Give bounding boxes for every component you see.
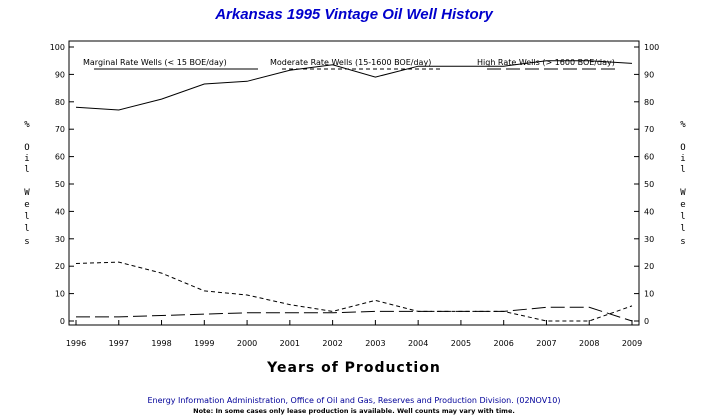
chart-title: Arkansas 1995 Vintage Oil Well History — [214, 6, 493, 23]
y-axis-label-char-right: l — [680, 165, 685, 175]
y-tick-label-left: 60 — [55, 153, 65, 162]
y-tick-label-left: 40 — [55, 207, 65, 216]
y-axis-label-char-right: W — [680, 188, 686, 198]
y-tick-label-right: 20 — [644, 262, 654, 271]
y-tick-label-left: 20 — [55, 262, 65, 271]
plot-frame — [68, 40, 640, 326]
footer-source: Energy Information Administration, Offic… — [148, 396, 561, 405]
y-tick-label-right: 70 — [644, 125, 654, 134]
y-axis-label-char-left: l — [24, 212, 29, 222]
x-tick-label: 2000 — [237, 339, 257, 348]
y-axis-label-char-left: s — [24, 237, 29, 247]
series-line-3 — [76, 306, 633, 322]
x-tick-label: 1997 — [109, 339, 129, 348]
y-axis-label-char-right: s — [680, 237, 685, 247]
y-axis-label-char-right: e — [680, 200, 685, 210]
y-tick-label-right: 30 — [644, 235, 654, 244]
series-line-2 — [75, 261, 633, 322]
x-tick-label: 2003 — [365, 339, 385, 348]
y-tick-label-left: 80 — [55, 98, 65, 107]
y-axis-label-char-left: i — [24, 154, 29, 164]
y-axis-label-char-left: % — [24, 120, 30, 130]
y-tick-label-left: 30 — [55, 235, 65, 244]
y-axis-label-char-left: W — [24, 188, 30, 198]
y-tick-label-right: 50 — [644, 180, 654, 189]
x-tick-label: 2009 — [622, 339, 642, 348]
legend-entry-label: Moderate Rate Wells (15-1600 BOE/day) — [270, 58, 431, 67]
y-axis-label-char-left: e — [24, 200, 29, 210]
x-tick-label: 1996 — [66, 339, 86, 348]
y-tick-label-left: 70 — [55, 125, 65, 134]
series-line-1 — [75, 60, 633, 111]
y-tick-label-right: 60 — [644, 153, 654, 162]
series-lines — [75, 60, 633, 322]
legend: Marginal Rate Wells (< 15 BOE/day) Modera… — [83, 58, 620, 70]
x-tick-label: 2004 — [408, 339, 428, 348]
y-axis-label-char-left: l — [24, 165, 29, 175]
y-tick-label-right: 10 — [644, 290, 654, 299]
x-tick-label: 2008 — [579, 339, 599, 348]
y-axis-label-char-left: O — [24, 143, 29, 153]
y-tick-label-right: 0 — [644, 317, 649, 326]
legend-entry-label: High Rate Wells (> 1600 BOE/day) — [477, 58, 615, 67]
x-tick-label: 1999 — [194, 339, 214, 348]
y-axis-right: 0 10 20 30 40 50 60 70 80 90 100 — [634, 43, 659, 326]
y-axis-label-char-right: % — [680, 120, 686, 130]
y-axis-left: 0 10 20 30 40 50 60 70 80 90 100 — [50, 43, 74, 326]
y-tick-label-left: 100 — [50, 43, 65, 52]
x-axis: 1996 1997 1998 1999 2000 2001 2002 2003 2004 2005… — [66, 320, 642, 348]
x-tick-label: 2007 — [536, 339, 556, 348]
y-axis-label-char-right: O — [680, 143, 685, 153]
y-tick-label-left: 50 — [55, 180, 65, 189]
y-tick-label-right: 80 — [644, 98, 654, 107]
y-axis-label-char-right: i — [680, 154, 685, 164]
x-tick-label: 1998 — [151, 339, 171, 348]
x-axis-title: Years of Production — [266, 360, 441, 376]
y-tick-label-left: 0 — [60, 317, 65, 326]
y-axis-label-char-left: l — [24, 224, 29, 234]
x-tick-label: 2002 — [322, 339, 342, 348]
y-axis-label-char-right: l — [680, 212, 685, 222]
x-tick-label: 2001 — [280, 339, 300, 348]
x-tick-label: 2005 — [451, 339, 471, 348]
y-tick-label-right: 90 — [644, 70, 654, 79]
y-axis-label-char-right: l — [680, 224, 685, 234]
y-tick-label-left: 10 — [55, 290, 65, 299]
y-tick-label-right: 40 — [644, 207, 654, 216]
y-tick-label-left: 90 — [55, 70, 65, 79]
legend-entry-label: Marginal Rate Wells (< 15 BOE/day) — [83, 58, 227, 67]
footer-note: Note: In some cases only lease productio… — [193, 407, 515, 415]
y-tick-label-right: 100 — [644, 43, 659, 52]
x-tick-label: 2006 — [494, 339, 514, 348]
